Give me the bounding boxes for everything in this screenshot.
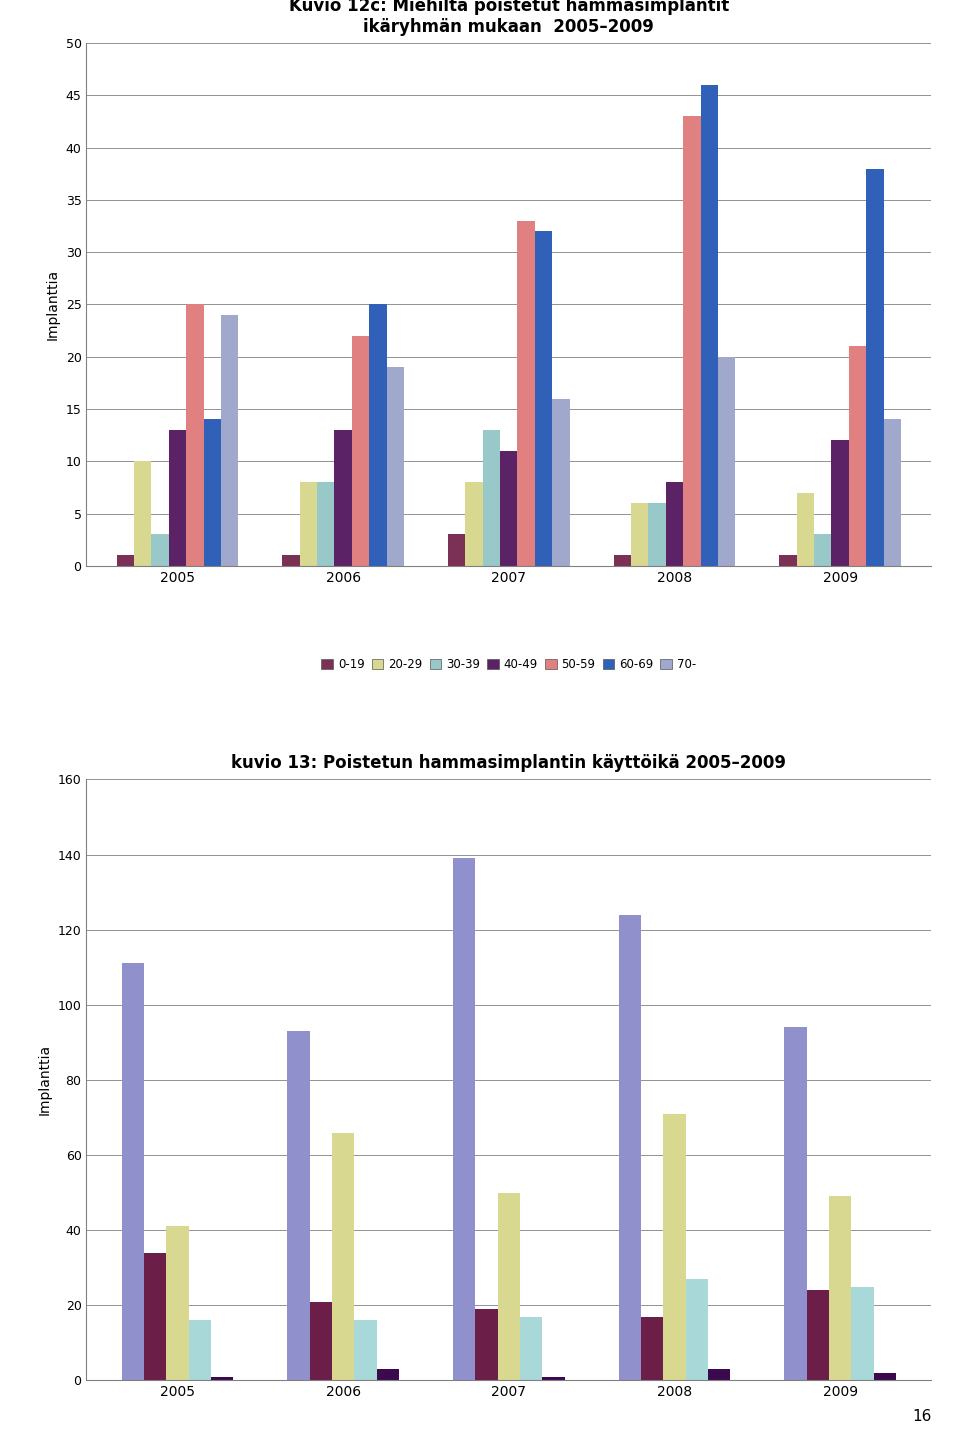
- Bar: [453, 858, 475, 1380]
- Bar: [631, 503, 648, 565]
- Bar: [352, 336, 370, 565]
- Title: kuvio 13: Poistetun hammasimplantin käyttöikä 2005–2009: kuvio 13: Poistetun hammasimplantin käyt…: [231, 755, 786, 772]
- Bar: [701, 85, 718, 565]
- Bar: [166, 1227, 189, 1380]
- Bar: [708, 1369, 731, 1380]
- Bar: [116, 555, 134, 565]
- Bar: [883, 420, 901, 565]
- Bar: [852, 1287, 874, 1380]
- Bar: [300, 482, 317, 565]
- Y-axis label: Implanttia: Implanttia: [38, 1044, 52, 1116]
- Bar: [618, 915, 641, 1380]
- Text: 16: 16: [912, 1409, 931, 1424]
- Bar: [641, 1317, 663, 1380]
- Bar: [497, 1192, 520, 1380]
- Bar: [866, 168, 883, 565]
- Bar: [685, 1278, 708, 1380]
- Bar: [684, 116, 701, 565]
- Bar: [152, 535, 169, 565]
- Bar: [282, 555, 300, 565]
- Bar: [814, 535, 831, 565]
- Bar: [144, 1252, 166, 1380]
- Bar: [448, 535, 466, 565]
- Bar: [663, 1114, 685, 1380]
- Bar: [317, 482, 334, 565]
- Bar: [354, 1320, 376, 1380]
- Legend: 0-19, 20-29, 30-39, 40-49, 50-59, 60-69, 70-: 0-19, 20-29, 30-39, 40-49, 50-59, 60-69,…: [318, 654, 700, 674]
- Bar: [475, 1309, 497, 1380]
- Bar: [517, 221, 535, 565]
- Bar: [874, 1373, 896, 1380]
- Bar: [221, 315, 238, 565]
- Bar: [204, 420, 221, 565]
- Bar: [334, 430, 352, 565]
- Bar: [169, 430, 186, 565]
- Bar: [784, 1027, 806, 1380]
- Bar: [466, 482, 483, 565]
- Bar: [387, 367, 404, 565]
- Bar: [376, 1369, 399, 1380]
- Bar: [552, 398, 569, 565]
- Bar: [189, 1320, 211, 1380]
- Bar: [828, 1196, 852, 1380]
- Bar: [332, 1133, 354, 1380]
- Bar: [780, 555, 797, 565]
- Bar: [310, 1301, 332, 1380]
- Bar: [831, 440, 849, 565]
- Bar: [186, 305, 204, 565]
- Bar: [648, 503, 665, 565]
- Bar: [520, 1317, 542, 1380]
- Bar: [806, 1290, 828, 1380]
- Bar: [122, 963, 144, 1380]
- Bar: [613, 555, 631, 565]
- Bar: [483, 430, 500, 565]
- Bar: [370, 305, 387, 565]
- Bar: [665, 482, 684, 565]
- Bar: [542, 1376, 564, 1380]
- Bar: [535, 232, 552, 565]
- Bar: [718, 357, 735, 565]
- Bar: [500, 452, 517, 565]
- Bar: [211, 1376, 233, 1380]
- Bar: [287, 1031, 310, 1380]
- Title: Kuvio 12c: Miehiltä poistetut hammasimplantit
ikäryhmän mukaan  2005–2009: Kuvio 12c: Miehiltä poistetut hammasimpl…: [289, 0, 729, 36]
- Bar: [134, 462, 152, 565]
- Bar: [849, 347, 866, 565]
- Y-axis label: Implanttia: Implanttia: [46, 269, 60, 339]
- Bar: [797, 493, 814, 565]
